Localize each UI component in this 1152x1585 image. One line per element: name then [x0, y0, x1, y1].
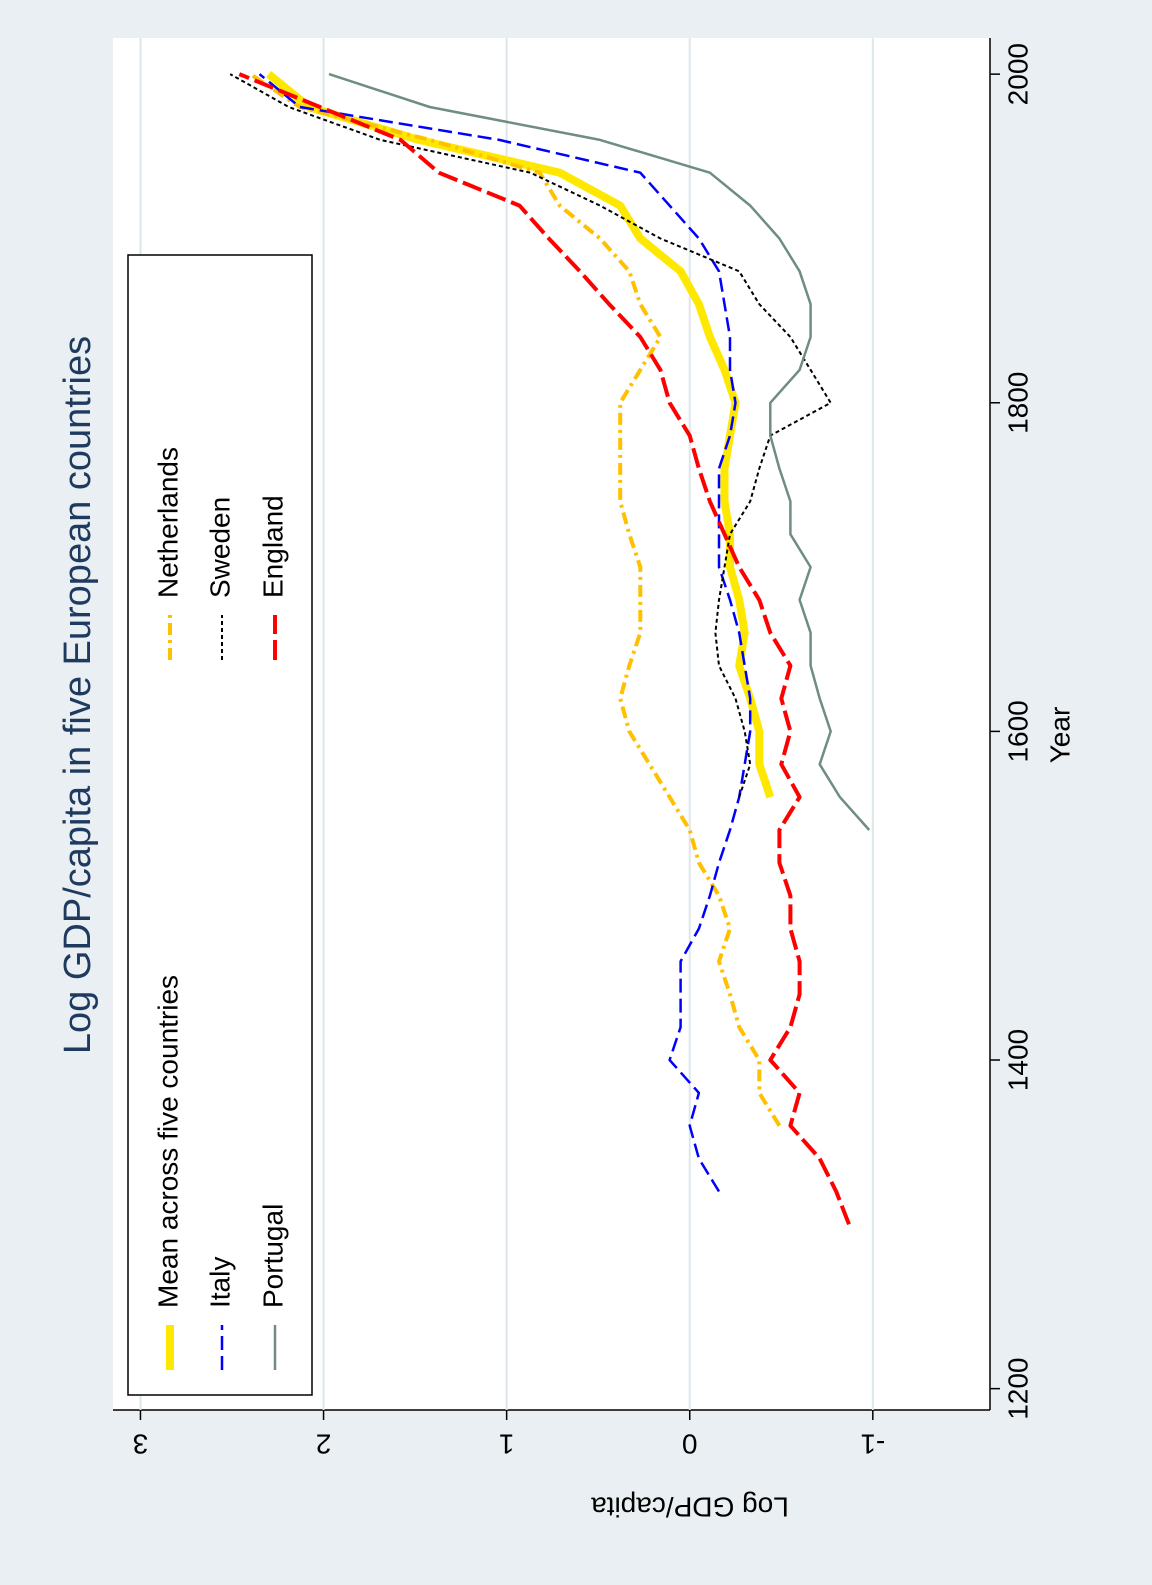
y-tick-label: -1: [860, 1429, 885, 1460]
legend: Mean across five countries Netherlands Ita…: [127, 254, 313, 1396]
legend-box: [127, 254, 313, 1396]
x-tick-label: 1800: [1002, 372, 1033, 434]
y-tick-label: 2: [316, 1429, 332, 1460]
x-tick-label: 2000: [1002, 43, 1033, 105]
y-tick-label: 0: [682, 1429, 698, 1460]
legend-label: England: [257, 495, 288, 598]
series-line: [238, 72, 851, 1226]
x-tick-label: 1200: [1002, 1357, 1033, 1419]
chart-title: Log GDP/capita in five European countrie…: [57, 336, 99, 1054]
legend-label: Italy: [204, 1257, 235, 1308]
series-line: [266, 71, 775, 799]
y-tick-label: 3: [133, 1429, 149, 1460]
rotated-chart: Log GDP/capita in five European countrie…: [57, 38, 1075, 1523]
legend-label: Mean across five countries: [152, 975, 183, 1308]
y-tick-label: 1: [499, 1429, 515, 1460]
legend-label: Netherlands: [152, 447, 183, 598]
legend-label: Sweden: [204, 497, 235, 598]
series-line: [328, 72, 871, 831]
y-axis-title: Log GDP/capita: [591, 1492, 789, 1523]
x-tick-label: 1400: [1002, 1029, 1033, 1091]
legend-label: Portugal: [257, 1204, 288, 1308]
series-line: [249, 72, 782, 1127]
x-tick-label: 1600: [1002, 700, 1033, 762]
plot-area: [113, 38, 990, 1410]
x-axis-title: Year: [1044, 707, 1075, 764]
